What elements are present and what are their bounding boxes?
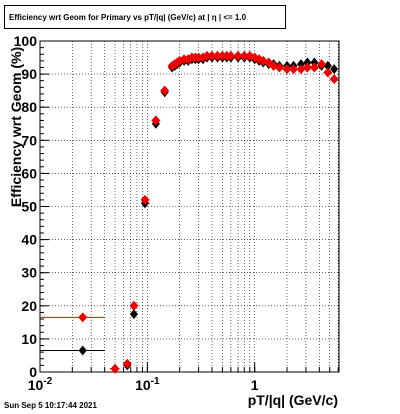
x-axis-label: pT/|q| (GeV/c) — [248, 392, 338, 408]
y-tick-label: 40 — [21, 232, 37, 248]
data-point-red — [140, 194, 150, 205]
x-tick-label: 10-2 — [28, 376, 53, 393]
data-point-red — [226, 50, 236, 61]
data-point-red — [239, 50, 249, 61]
chart-title: Efficiency wrt Geom for Primary vs pT/|q… — [9, 13, 247, 22]
y-tick-label: 100 — [14, 33, 38, 49]
data-marks — [40, 50, 339, 374]
data-point-red — [207, 50, 217, 61]
data-point-red — [78, 312, 88, 323]
data-point-red — [122, 358, 132, 369]
data-point-red — [323, 67, 333, 78]
data-point-red — [151, 115, 161, 126]
x-tick-label: 10-1 — [135, 376, 160, 393]
data-point-red — [212, 50, 222, 61]
grid-lines — [39, 40, 339, 373]
data-point-red — [160, 85, 170, 96]
data-point-red — [274, 62, 284, 73]
chart-title-box: Efficiency wrt Geom for Primary vs pT/|q… — [4, 5, 286, 29]
x-tick-label: 1 — [251, 377, 259, 393]
y-tick-label: 60 — [21, 165, 37, 181]
data-point-black — [330, 64, 339, 75]
y-tick-label: 50 — [21, 199, 37, 215]
data-point-red — [289, 64, 299, 75]
y-tick-label: 80 — [21, 99, 37, 115]
y-axis-label: Efficiency wrt Geom (%) — [8, 47, 24, 207]
data-point-red — [129, 300, 139, 311]
data-point-red — [110, 363, 120, 374]
data-point-red — [282, 64, 292, 75]
data-point-red — [202, 50, 212, 61]
y-tick-label: 90 — [21, 66, 37, 82]
data-point-black — [78, 345, 87, 356]
data-point-red — [233, 50, 243, 61]
y-tick-label: 30 — [21, 265, 37, 281]
axes: 0 10 20 30 40 50 60 70 80 90 100 10-2 10-1 1 — [14, 33, 339, 393]
data-point-red — [302, 62, 312, 73]
y-tick-label: 10 — [21, 331, 37, 347]
y-tick-label: 70 — [21, 132, 37, 148]
plot-frame — [39, 40, 340, 373]
data-point-red — [309, 62, 319, 73]
data-point-black — [323, 60, 332, 71]
y-tick-label: 20 — [21, 298, 37, 314]
data-point-red — [329, 74, 339, 85]
data-point-black — [129, 309, 138, 320]
data-point-red — [317, 59, 327, 70]
y-tick-label: 0 — [29, 364, 37, 380]
timestamp: Sun Sep 5 10:17:44 2021 — [4, 401, 97, 410]
data-point-red — [296, 64, 306, 75]
